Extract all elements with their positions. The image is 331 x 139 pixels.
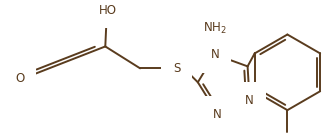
Text: HO: HO: [99, 4, 117, 17]
Text: O: O: [16, 72, 25, 85]
Text: N: N: [213, 108, 222, 121]
Text: NH$_2$: NH$_2$: [203, 21, 227, 36]
Text: S: S: [173, 62, 181, 75]
Text: N: N: [245, 94, 254, 107]
Text: N: N: [211, 48, 219, 61]
